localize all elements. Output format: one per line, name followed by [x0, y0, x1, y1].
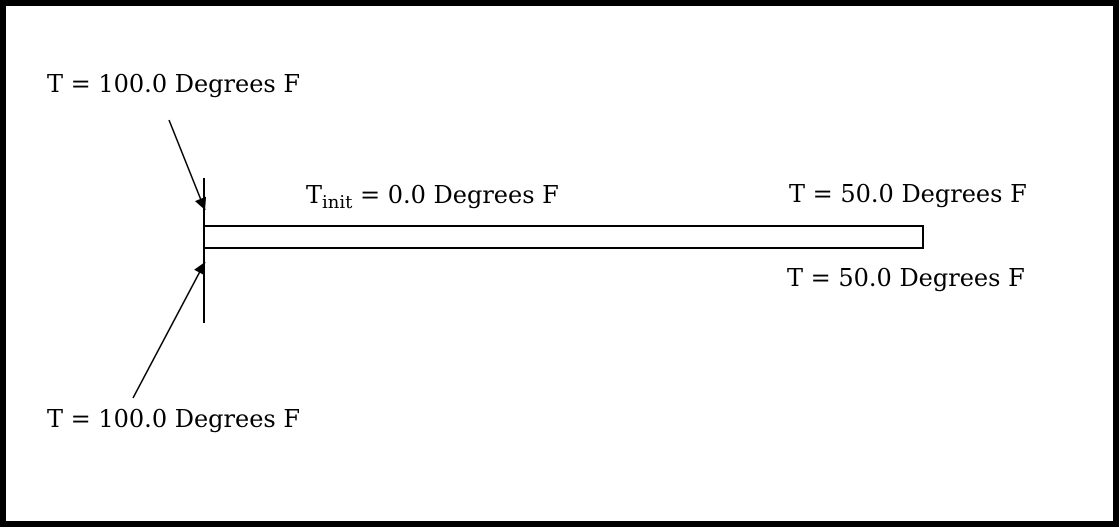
label-temp-right-top: T = 50.0 Degrees F — [789, 180, 1027, 208]
label-temp-right-bottom: T = 50.0 Degrees F — [787, 264, 1025, 292]
label-initial-temp: Tinit = 0.0 Degrees F — [306, 181, 559, 217]
init-symbol: T — [306, 181, 323, 209]
arrow-bottom-left — [132, 261, 206, 399]
arrow-top-left — [168, 119, 207, 211]
label-temp-left-top: T = 100.0 Degrees F — [47, 70, 300, 98]
label-temp-left-bottom: T = 100.0 Degrees F — [47, 405, 300, 433]
init-value: = 0.0 Degrees F — [352, 181, 559, 209]
beam-rectangle — [203, 225, 924, 249]
init-subscript: init — [322, 192, 353, 213]
